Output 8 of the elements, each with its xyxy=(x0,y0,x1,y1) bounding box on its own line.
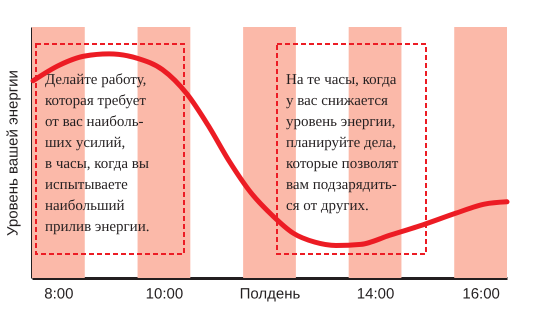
y-axis-title: Уровень вашей энергии xyxy=(4,70,22,236)
x-tick-label: Полдень xyxy=(240,286,301,302)
annotation: Делайте работу, которая требует от вас наиболь- ших усилий, в часы, когда вы испытываете наибольший прилив энергии. xyxy=(45,72,150,235)
annotation: На те часы, когда у вас снижается уровень энергии, планируйте дела, которые позволят вам подзарядить- ся от других. xyxy=(286,72,399,214)
x-tick-label: 14:00 xyxy=(356,286,394,302)
x-tick-label: 10:00 xyxy=(146,286,184,302)
x-tick-label: 16:00 xyxy=(462,286,500,302)
x-tick-label: 8:00 xyxy=(44,286,74,302)
